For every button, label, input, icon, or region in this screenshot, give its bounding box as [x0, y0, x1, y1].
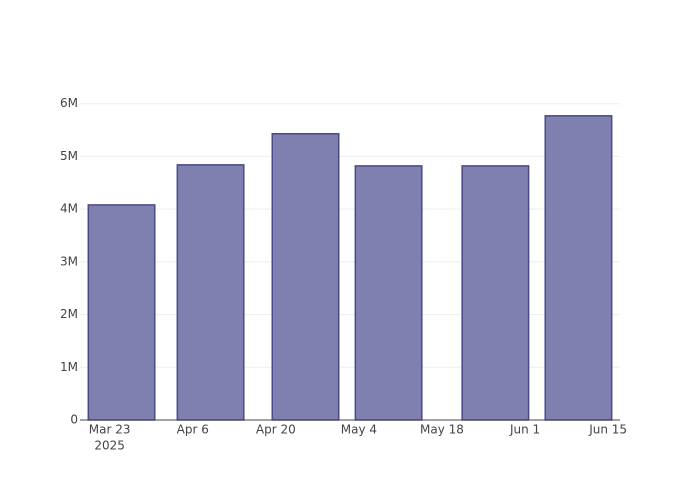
- x-tick-label: Apr 20: [256, 423, 296, 437]
- x-year-label: 2025: [94, 439, 125, 453]
- bar: [461, 165, 530, 421]
- y-tick-label: 3M: [60, 254, 78, 268]
- bar: [271, 132, 340, 421]
- y-tick-label: 2M: [60, 307, 78, 321]
- bar: [176, 164, 245, 421]
- y-tick-label: 4M: [60, 202, 78, 216]
- x-tick-label: May 4: [341, 423, 377, 437]
- x-tick-label: Mar 23: [89, 423, 131, 437]
- x-tick-label: Apr 6: [177, 423, 209, 437]
- bar: [87, 204, 156, 421]
- y-tick-label: 0: [70, 413, 78, 427]
- y-tick-label: 6M: [60, 96, 78, 110]
- x-tick-label: Jun 1: [509, 423, 540, 437]
- y-tick-label: 1M: [60, 360, 78, 374]
- bar: [354, 165, 423, 421]
- y-tick-label: 5M: [60, 149, 78, 163]
- x-tick-label: May 18: [420, 423, 464, 437]
- x-tick-label: Jun 15: [588, 423, 627, 437]
- bar: [544, 115, 613, 421]
